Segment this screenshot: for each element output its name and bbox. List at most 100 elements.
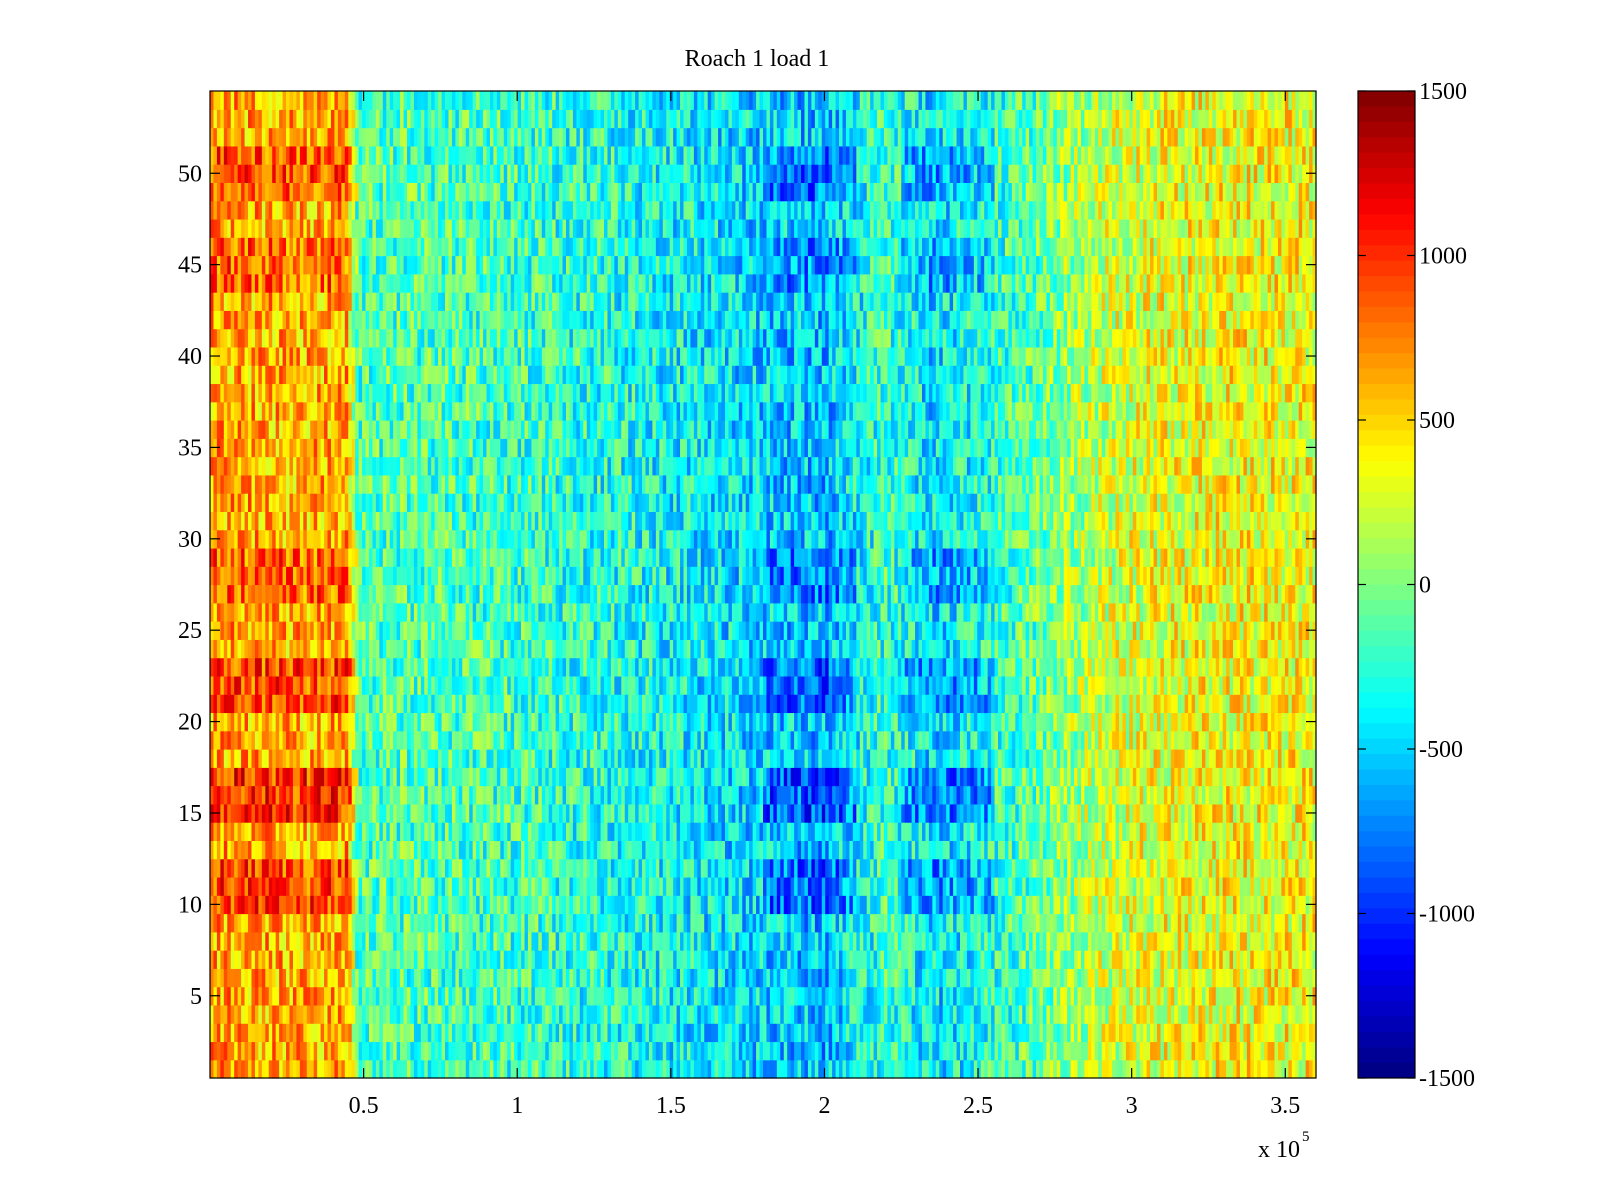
heatmap-cell <box>265 822 270 841</box>
heatmap-cell <box>897 895 902 915</box>
heatmap-cell <box>686 931 692 951</box>
heatmap-cell <box>548 1023 553 1043</box>
heatmap-cell <box>749 822 754 841</box>
heatmap-cell <box>966 950 971 969</box>
heatmap-cell <box>500 1041 505 1061</box>
heatmap-cell <box>1181 895 1186 915</box>
heatmap-cell <box>1087 1041 1092 1061</box>
heatmap-cell <box>953 1023 958 1043</box>
heatmap-cell <box>842 950 847 969</box>
heatmap-cell <box>1191 876 1196 896</box>
heatmap-cell <box>434 803 439 823</box>
heatmap-cell <box>486 1023 491 1043</box>
heatmap-cell <box>1271 822 1276 841</box>
heatmap-cell <box>441 876 446 896</box>
heatmap-cell <box>776 950 781 969</box>
heatmap-cell <box>873 931 878 951</box>
heatmap-cell <box>355 950 360 969</box>
heatmap-cell <box>628 950 633 969</box>
heatmap-cell <box>1267 968 1272 988</box>
heatmap-cell <box>241 931 246 951</box>
heatmap-cell <box>1112 1059 1117 1079</box>
heatmap-cell <box>638 1041 643 1061</box>
heatmap-cell <box>877 803 882 823</box>
heatmap-cell <box>773 1004 778 1024</box>
heatmap-cell <box>783 913 788 933</box>
heatmap-cell <box>1277 1004 1283 1024</box>
heatmap-cell <box>534 1004 539 1024</box>
heatmap-cell <box>666 913 671 933</box>
heatmap-cell <box>572 858 577 878</box>
heatmap-cell <box>531 1041 536 1061</box>
heatmap-cell <box>583 858 588 878</box>
heatmap-cell <box>507 1041 512 1061</box>
heatmap-cell <box>1253 1023 1258 1043</box>
heatmap-cell <box>776 858 781 878</box>
heatmap-cell <box>1295 858 1300 878</box>
heatmap-cell <box>375 1041 380 1061</box>
heatmap-cell <box>1108 840 1113 860</box>
heatmap-cell <box>932 876 937 896</box>
heatmap-cell <box>1215 895 1220 915</box>
heatmap-cell <box>956 950 961 969</box>
heatmap-cell <box>991 803 996 823</box>
heatmap-cell <box>769 785 774 805</box>
heatmap-cell <box>1312 876 1317 896</box>
heatmap-cell <box>866 803 871 823</box>
heatmap-cell <box>628 968 633 988</box>
heatmap-cell <box>1305 1059 1310 1079</box>
heatmap-cell <box>330 785 336 805</box>
heatmap-cell <box>1281 950 1286 969</box>
heatmap-cell <box>925 822 930 841</box>
heatmap-cell <box>272 1023 277 1043</box>
heatmap-cell <box>1243 950 1248 969</box>
heatmap-cell <box>797 876 802 896</box>
heatmap-cell <box>279 1059 284 1079</box>
heatmap-cell <box>1236 858 1241 878</box>
heatmap-cell <box>1281 822 1286 841</box>
heatmap-cell <box>769 822 774 841</box>
heatmap-cell <box>600 876 605 896</box>
heatmap-cell <box>313 785 318 805</box>
heatmap-cell <box>1108 822 1113 841</box>
heatmap-cell <box>362 1023 367 1043</box>
heatmap-cell <box>621 840 626 860</box>
heatmap-cell <box>531 1023 536 1043</box>
heatmap-cell <box>258 1023 263 1043</box>
heatmap-cell <box>521 822 526 841</box>
heatmap-cell <box>1039 876 1044 896</box>
heatmap-cell <box>1070 1041 1075 1061</box>
heatmap-cell <box>299 931 304 951</box>
heatmap-cell <box>244 931 249 951</box>
heatmap-cell <box>555 785 560 805</box>
heatmap-cell <box>828 895 833 915</box>
heatmap-cell <box>697 1041 702 1061</box>
heatmap-cell <box>738 913 743 933</box>
heatmap-cell <box>441 803 446 823</box>
heatmap-cell <box>1063 968 1068 988</box>
heatmap-cell <box>1246 913 1251 933</box>
heatmap-cell <box>1011 895 1016 915</box>
heatmap-cell <box>514 950 519 969</box>
heatmap-cell <box>1077 913 1082 933</box>
heatmap-cell <box>856 840 861 860</box>
heatmap-cell <box>524 1023 529 1043</box>
heatmap-cell <box>987 1023 992 1043</box>
heatmap-cell <box>873 1023 878 1043</box>
heatmap-cell <box>1025 950 1030 969</box>
heatmap-cell <box>973 876 978 896</box>
heatmap-cell <box>438 950 443 969</box>
heatmap-cell <box>382 968 387 988</box>
heatmap-cell <box>1260 1004 1265 1024</box>
heatmap-cell <box>524 803 529 823</box>
heatmap-cell <box>1188 1023 1193 1043</box>
heatmap-cell <box>693 1004 698 1024</box>
heatmap-cell <box>1039 968 1044 988</box>
heatmap-cell <box>289 822 294 841</box>
heatmap-cell <box>562 986 567 1006</box>
heatmap-cell <box>984 822 989 841</box>
heatmap-cell <box>586 876 591 896</box>
heatmap-cell <box>807 1041 812 1061</box>
heatmap-cell <box>379 913 384 933</box>
heatmap-cell <box>552 931 557 951</box>
